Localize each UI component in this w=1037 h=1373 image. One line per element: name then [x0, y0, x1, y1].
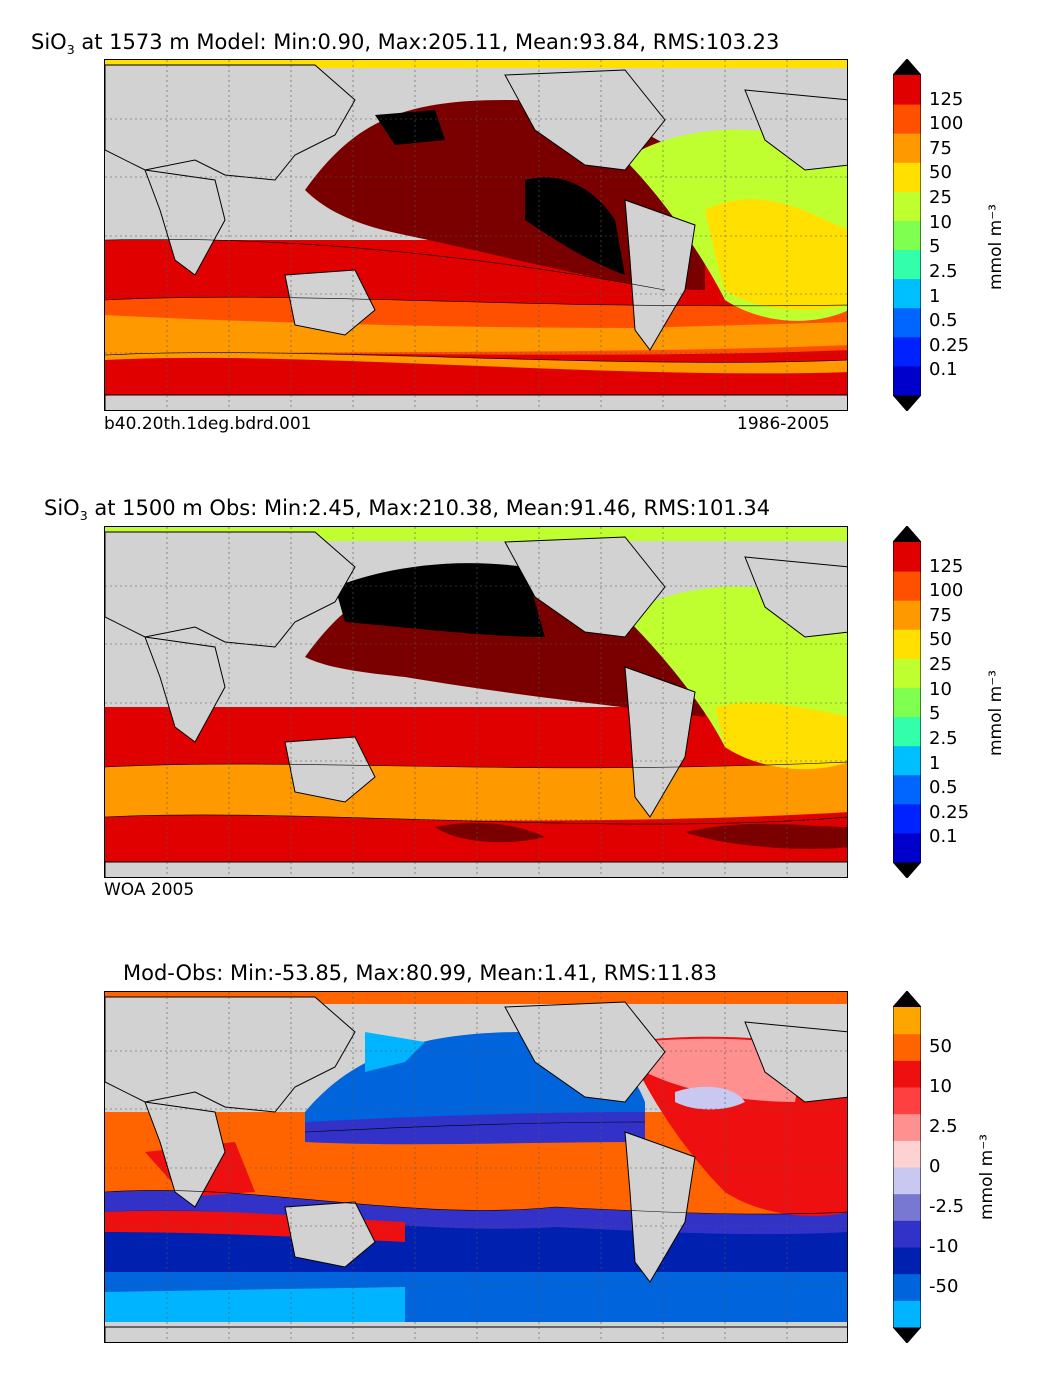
panel-3-colorbar-tick: 10 [929, 1076, 952, 1097]
panel-1-colorbar-tick: 125 [929, 88, 964, 110]
panel-2-colorbar-tick: 0.5 [929, 777, 958, 799]
panel-1-colorbar-swatch [893, 162, 921, 192]
panel-3-colorbar-swatch [893, 1140, 921, 1168]
panel-1-colorbar-tick: 100 [929, 113, 964, 135]
panel-1-colorbar-tick: 0.1 [929, 359, 958, 381]
panel-3-colorbar-swatch [893, 1167, 921, 1195]
panel-2-colorbar-swatch [893, 716, 921, 747]
panel-3-colorbar [892, 990, 922, 1344]
panel-2-source-label: WOA 2005 [104, 880, 195, 900]
panel-3-colorbar-swatch [893, 1300, 921, 1328]
panel-1-colorbar-swatch [893, 307, 921, 338]
panel-2-colorbar-tick: 100 [929, 580, 964, 602]
panel-2-colorbar-tick: 5 [929, 703, 941, 725]
panel-1-colorbar-swatch [893, 75, 921, 105]
panel-2-colorbar-swatch [893, 774, 921, 805]
panel-2-colorbar-swatch [893, 687, 921, 718]
panel-3-colorbar-swatch [893, 1247, 921, 1275]
panel-1-colorbar [892, 58, 922, 412]
panel-3-colorbar-swatch [893, 1087, 921, 1115]
panel-3-colorbar-swatch [893, 1113, 921, 1141]
panel-2-title: SiO3 at 1500 m Obs: Min:2.45, Max:210.38… [44, 496, 771, 524]
panel-2-colorbar-extend-max [893, 526, 921, 542]
panel-3-colorbar-swatch [893, 1220, 921, 1248]
panel-1-colorbar-tick: 75 [929, 137, 952, 159]
panel-2-colorbar-tick: 125 [929, 555, 964, 577]
panel-2-colorbar-tick: 50 [929, 629, 952, 651]
panel-3-colorbar-unit: mmol m⁻³ [977, 1134, 997, 1220]
panel-1-colorbar-swatch [893, 104, 921, 134]
panel-1-colorbar-tick: 25 [929, 187, 952, 209]
panel-1-colorbar-tick: 50 [929, 162, 952, 184]
panel-1-colorbar-swatch [893, 133, 921, 163]
panel-3-colorbar-tick: -10 [929, 1236, 959, 1257]
panel-3-colorbar-tick: -2.5 [929, 1196, 965, 1217]
panel-1-colorbar-extend-max [893, 59, 921, 75]
panel-1-colorbar-tick: 1 [929, 285, 941, 307]
panel-1-map [104, 59, 848, 411]
panel-3-title: Mod-Obs: Min:-53.85, Max:80.99, Mean:1.4… [123, 961, 717, 985]
panel-1-colorbar-tick: 5 [929, 236, 941, 258]
panel-2-colorbar-swatch [893, 832, 921, 863]
panel-2-colorbar-tick: 75 [929, 604, 952, 626]
panel-2-colorbar-tick: 25 [929, 654, 952, 676]
panel-1-colorbar-swatch [893, 278, 921, 309]
panel-2-colorbar-swatch [893, 571, 921, 601]
panel-3-colorbar-swatch [893, 1060, 921, 1088]
panel-2-colorbar-swatch [893, 745, 921, 776]
panel-2-colorbar [892, 525, 922, 879]
panel-2-colorbar-tick: 2.5 [929, 727, 958, 749]
panel-3-colorbar-tick: 50 [929, 1036, 952, 1057]
panel-3-colorbar-swatch [893, 1193, 921, 1221]
panel-1-colorbar-swatch [893, 336, 921, 367]
panel-1-colorbar-swatch [893, 249, 921, 280]
panel-1-colorbar-extend-min [893, 395, 921, 411]
panel-2-colorbar-tick: 10 [929, 678, 952, 700]
panel-2-colorbar-swatch [893, 600, 921, 630]
panel-1-colorbar-unit: mmol m⁻³ [986, 204, 1006, 290]
panel-3-map [104, 991, 848, 1343]
panel-2-colorbar-swatch [893, 803, 921, 834]
panel-2-colorbar-swatch [893, 658, 921, 688]
panel-1-title: SiO3 at 1573 m Model: Min:0.90, Max:205.… [31, 30, 780, 58]
panel-3-colorbar-swatch [893, 1007, 921, 1035]
panel-1-period-label: 1986-2005 [737, 414, 830, 434]
panel-2-colorbar-swatch [893, 542, 921, 572]
panel-3-colorbar-swatch [893, 1033, 921, 1061]
panel-2-colorbar-extend-min [893, 862, 921, 878]
panel-2-map [104, 526, 848, 878]
panel-3-colorbar-extend-max [893, 991, 921, 1007]
panel-1-colorbar-swatch [893, 220, 921, 251]
panel-3-colorbar-extend-min [893, 1327, 921, 1343]
panel-1-colorbar-tick: 10 [929, 211, 952, 233]
panel-2-colorbar-unit: mmol m⁻³ [986, 670, 1006, 756]
panel-3-colorbar-tick: 2.5 [929, 1116, 958, 1137]
panel-1-colorbar-tick: 0.5 [929, 310, 958, 332]
panel-2-colorbar-tick: 1 [929, 752, 941, 774]
panel-3-colorbar-tick: -50 [929, 1276, 959, 1297]
panel-2-colorbar-swatch [893, 629, 921, 659]
panel-1-colorbar-swatch [893, 191, 921, 221]
panel-2-colorbar-tick: 0.1 [929, 826, 958, 848]
panel-1-colorbar-swatch [893, 365, 921, 396]
panel-1-colorbar-tick: 0.25 [929, 334, 970, 356]
panel-2-colorbar-tick: 0.25 [929, 801, 970, 823]
panel-1-case-label: b40.20th.1deg.bdrd.001 [104, 414, 312, 434]
panel-1-colorbar-tick: 2.5 [929, 260, 958, 282]
panel-3-colorbar-swatch [893, 1273, 921, 1301]
panel-3-colorbar-tick: 0 [929, 1156, 941, 1177]
